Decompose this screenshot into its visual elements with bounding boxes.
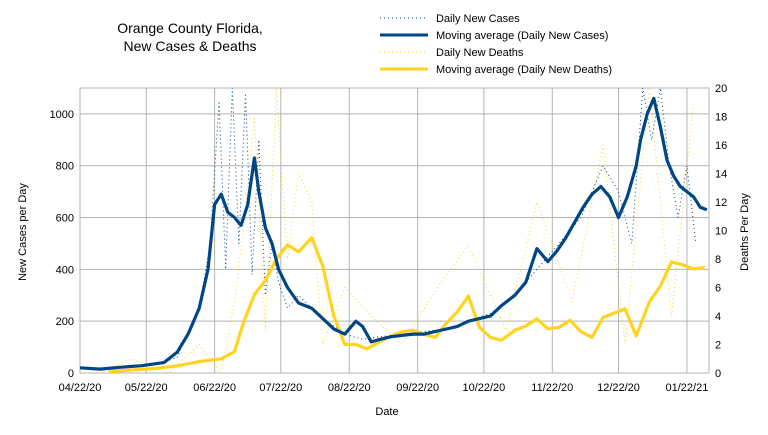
legend-label-ma-deaths: Moving average (Daily New Deaths) — [436, 64, 612, 76]
y-tick-label: 200 — [56, 316, 74, 328]
chart-title-line-1: Orange County Florida, — [117, 20, 263, 36]
y-tick-label: 800 — [56, 161, 74, 173]
legend-label-daily-deaths: Daily New Deaths — [436, 47, 524, 59]
y2-tick-label: 2 — [715, 340, 721, 352]
plot-area — [80, 88, 708, 373]
y2-tick-label: 8 — [715, 254, 721, 266]
y2-tick-label: 10 — [715, 226, 727, 238]
x-tick-label: 01/22/21 — [666, 382, 709, 394]
y2-axis-label: Deaths Per Day — [739, 193, 751, 271]
legend-label-daily-cases: Daily New Cases — [436, 13, 520, 25]
x-tick-label: 05/22/20 — [125, 382, 168, 394]
y2-tick-label: 14 — [715, 169, 727, 181]
legend: Daily New Cases Moving average (Daily Ne… — [380, 13, 612, 76]
x-tick-label: 10/22/20 — [462, 382, 505, 394]
y2-tick-label: 12 — [715, 197, 727, 209]
y2-tick-label: 16 — [715, 140, 727, 152]
y-tick-label: 600 — [56, 213, 74, 225]
plot-border — [79, 87, 710, 374]
x-tick-label: 11/22/20 — [531, 382, 573, 394]
x-tick-label: 06/22/20 — [193, 382, 236, 394]
x-tick-label: 08/22/20 — [328, 382, 371, 394]
x-tick-label: 12/22/20 — [597, 382, 640, 394]
series-daily-new-deaths — [99, 88, 695, 373]
y2-tick-label: 20 — [715, 83, 727, 95]
x-axis-label: Date — [375, 406, 398, 418]
y-axis-label: New Cases per Day — [17, 183, 29, 281]
x-tick-label: 04/22/20 — [59, 382, 102, 394]
series-daily-new-cases — [86, 88, 697, 370]
y-tick-label: 0 — [68, 368, 74, 380]
tick-labels: 0 200 400 600 800 1000 0 2 4 6 8 10 12 14 16 18 20 04/22/… — [50, 83, 728, 394]
gridlines — [79, 87, 710, 374]
series-ma-new-cases — [80, 96, 708, 371]
y-tick-label: 400 — [56, 264, 74, 276]
y2-tick-label: 0 — [715, 368, 721, 380]
x-tick-label: 09/22/20 — [396, 382, 439, 394]
y2-tick-label: 4 — [715, 311, 721, 323]
y2-tick-label: 18 — [715, 112, 727, 124]
legend-label-ma-cases: Moving average (Daily New Cases) — [436, 30, 608, 42]
series-ma-new-deaths — [108, 236, 705, 373]
chart-title-line-2: New Cases & Deaths — [123, 38, 256, 54]
x-tick-label: 07/22/20 — [259, 382, 302, 394]
y2-tick-label: 6 — [715, 283, 721, 295]
y-tick-label: 1000 — [50, 109, 74, 121]
